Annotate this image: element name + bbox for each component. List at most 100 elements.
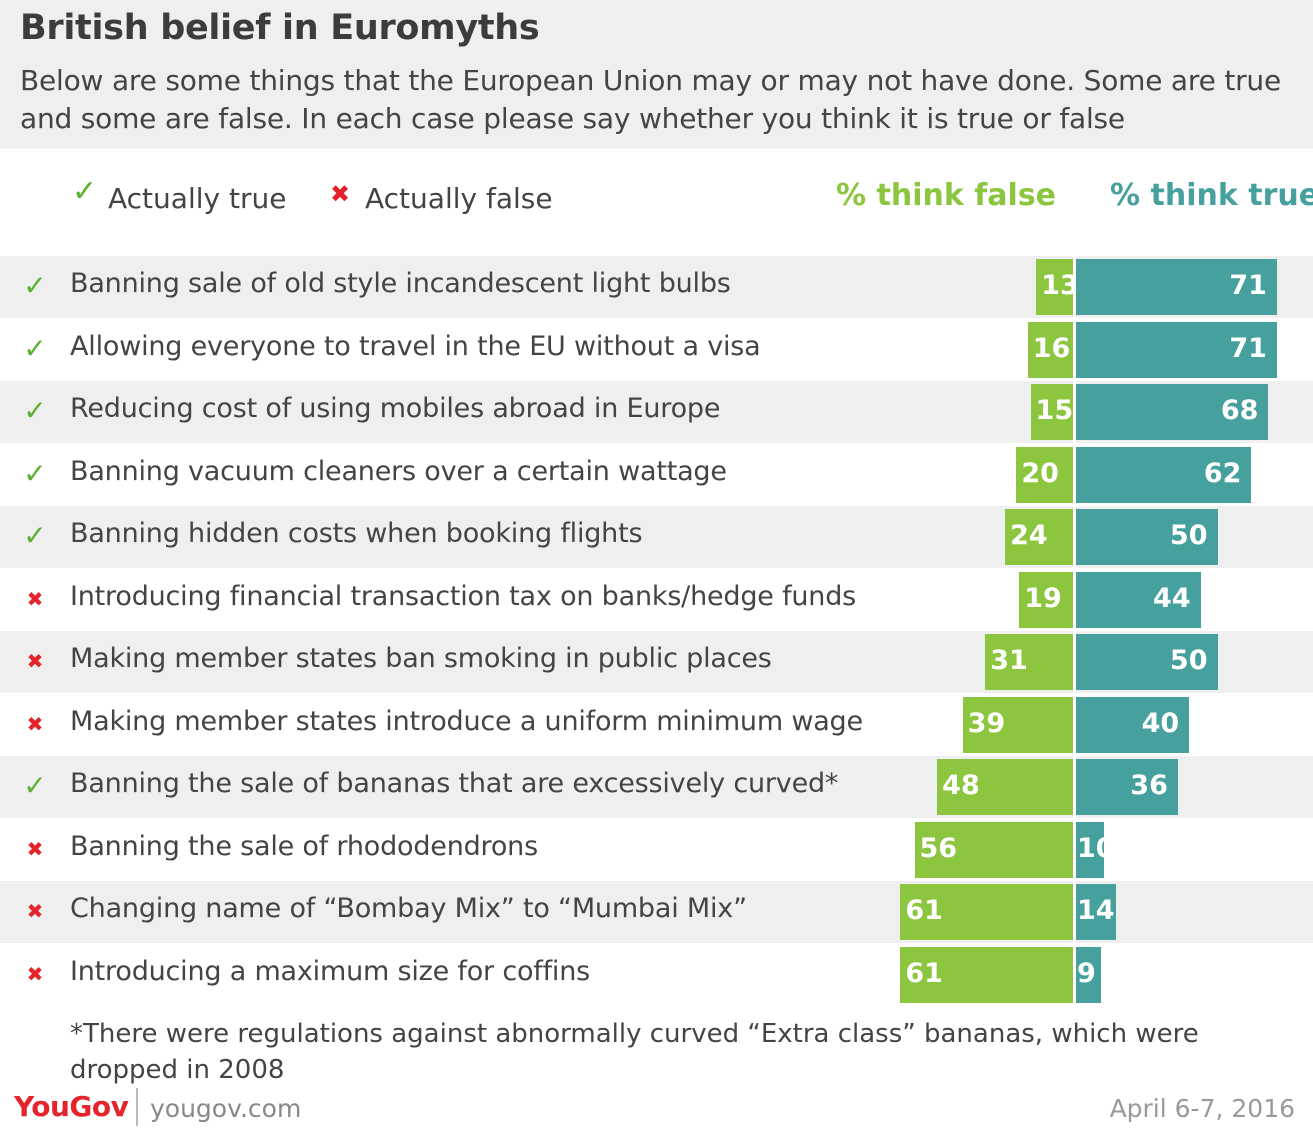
bar-think-false xyxy=(900,947,1073,1003)
row-label: Banning sale of old style incandescent l… xyxy=(70,268,731,299)
value-label-think-true: 50 xyxy=(1169,520,1208,551)
bar-think-true xyxy=(1076,947,1102,1003)
value-label-think-true: 44 xyxy=(1152,583,1191,614)
bar-think-true xyxy=(1076,697,1190,753)
table-row: ✓ Allowing everyone to travel in the EU w… xyxy=(0,319,1313,381)
bar-think-true xyxy=(1076,884,1116,940)
value-label-think-false: 61 xyxy=(905,958,943,989)
value-label-think-false: 19 xyxy=(1024,583,1062,614)
row-label: Introducing a maximum size for coffins xyxy=(70,956,590,987)
value-label-think-true: 68 xyxy=(1220,395,1259,426)
bar-think-false xyxy=(985,634,1073,690)
row-label: Making member states ban smoking in publ… xyxy=(70,643,772,674)
footnote: *There were regulations against abnormal… xyxy=(70,1019,1199,1085)
table-row: ✓ Banning vacuum cleaners over a certain … xyxy=(0,444,1313,506)
footer-date: April 6-7, 2016 xyxy=(1109,1094,1295,1123)
row-label: Allowing everyone to travel in the EU wi… xyxy=(70,331,761,362)
bar-think-false xyxy=(1016,447,1073,503)
bar-think-false xyxy=(962,697,1073,753)
cross-icon: ✖ xyxy=(26,587,44,611)
bar-think-false xyxy=(900,884,1073,940)
bar-think-false xyxy=(1005,509,1073,565)
bar-think-true xyxy=(1076,634,1218,690)
value-label-think-true: 14 xyxy=(1077,895,1115,926)
value-label-think-false: 31 xyxy=(990,645,1028,676)
table-row: ✖ Banning the sale of rhododendrons 56 10 xyxy=(0,819,1313,881)
row-label: Introducing financial transaction tax on… xyxy=(70,581,857,612)
yougov-logo: YouGov xyxy=(14,1090,129,1123)
bar-think-true xyxy=(1076,759,1178,815)
cross-icon: ✖ xyxy=(26,837,44,861)
bar-think-true xyxy=(1076,572,1201,628)
legend: ✓ Actually true ✖ Actually false % think… xyxy=(0,170,1313,230)
footer-site: yougov.com xyxy=(150,1094,302,1123)
chart-subtitle: Below are some things that the European … xyxy=(20,64,1281,135)
bar-think-false xyxy=(937,759,1073,815)
zero-axis xyxy=(1073,256,1076,1004)
column-head-think-true: % think true xyxy=(1110,178,1313,213)
value-label-think-false: 15 xyxy=(1035,395,1074,426)
check-icon: ✓ xyxy=(23,269,47,302)
value-label-think-true: 36 xyxy=(1130,770,1168,801)
value-label-think-false: 13 xyxy=(1041,270,1079,301)
row-label: Banning the sale of rhododendrons xyxy=(70,831,538,862)
check-icon: ✓ xyxy=(23,769,47,802)
check-icon: ✓ xyxy=(23,332,47,365)
value-label-think-true: 10 xyxy=(1077,833,1115,864)
bar-think-true xyxy=(1076,447,1252,503)
row-label: Banning hidden costs when booking flight… xyxy=(70,518,643,549)
chart-title: British belief in Euromyths xyxy=(20,8,540,48)
bar-think-false xyxy=(914,822,1073,878)
table-row: ✓ Banning hidden costs when booking fligh… xyxy=(0,506,1313,568)
row-label: Reducing cost of using mobiles abroad in… xyxy=(70,393,721,424)
cross-icon: ✖ xyxy=(26,962,44,986)
check-icon: ✓ xyxy=(23,519,47,552)
table-row: ✖ Making member states ban smoking in pub… xyxy=(0,631,1313,693)
cross-icon: ✖ xyxy=(26,712,44,736)
bar-think-false xyxy=(1019,572,1073,628)
check-icon: ✓ xyxy=(23,457,47,490)
value-label-think-true: 9 xyxy=(1077,958,1096,989)
row-label: Banning the sale of bananas that are exc… xyxy=(70,768,839,799)
footer-separator xyxy=(136,1088,138,1126)
table-row: ✖ Changing name of “Bombay Mix” to “Mumba… xyxy=(0,881,1313,943)
value-label-think-false: 16 xyxy=(1032,333,1071,364)
value-label-think-false: 24 xyxy=(1010,520,1048,551)
value-label-think-true: 62 xyxy=(1203,458,1242,489)
table-row: ✓ Banning sale of old style incandescent … xyxy=(0,256,1313,318)
value-label-think-false: 48 xyxy=(942,770,980,801)
cross-icon: ✖ xyxy=(26,649,44,673)
column-head-think-false: % think false xyxy=(836,178,1057,213)
bar-think-false xyxy=(1027,322,1073,378)
value-label-think-true: 71 xyxy=(1229,333,1267,364)
row-label: Banning vacuum cleaners over a certain w… xyxy=(70,456,727,487)
table-row: ✓ Reducing cost of using mobiles abroad i… xyxy=(0,381,1313,443)
legend-actually-false: Actually false xyxy=(365,182,553,215)
row-label: Making member states introduce a uniform… xyxy=(70,706,863,737)
bar-think-true xyxy=(1076,822,1105,878)
table-row: ✖ Introducing financial transaction tax o… xyxy=(0,569,1313,631)
bar-think-true xyxy=(1076,322,1277,378)
value-label-think-true: 40 xyxy=(1141,708,1180,739)
cross-icon: ✖ xyxy=(330,180,351,208)
legend-actually-true: Actually true xyxy=(108,182,287,215)
cross-icon: ✖ xyxy=(26,899,44,923)
value-label-think-false: 39 xyxy=(967,708,1006,739)
bar-think-true xyxy=(1076,259,1277,315)
value-label-think-false: 61 xyxy=(905,895,943,926)
value-label-think-false: 56 xyxy=(919,833,958,864)
bar-think-true xyxy=(1076,509,1218,565)
check-icon: ✓ xyxy=(23,394,47,427)
row-label: Changing name of “Bombay Mix” to “Mumbai… xyxy=(70,893,747,924)
value-label-think-true: 50 xyxy=(1169,645,1208,676)
value-label-think-false: 20 xyxy=(1021,458,1059,489)
check-icon: ✓ xyxy=(72,174,98,209)
chart-header: British belief in Euromyths Below are so… xyxy=(0,0,1313,149)
bar-think-true xyxy=(1076,384,1269,440)
value-label-think-true: 71 xyxy=(1229,270,1267,301)
bar-think-false xyxy=(1030,384,1073,440)
table-row: ✓ Banning the sale of bananas that are ex… xyxy=(0,756,1313,818)
table-row: ✖ Making member states introduce a unifor… xyxy=(0,694,1313,756)
table-row: ✖ Introducing a maximum size for coffins 6… xyxy=(0,944,1313,1006)
bar-think-false xyxy=(1036,259,1073,315)
